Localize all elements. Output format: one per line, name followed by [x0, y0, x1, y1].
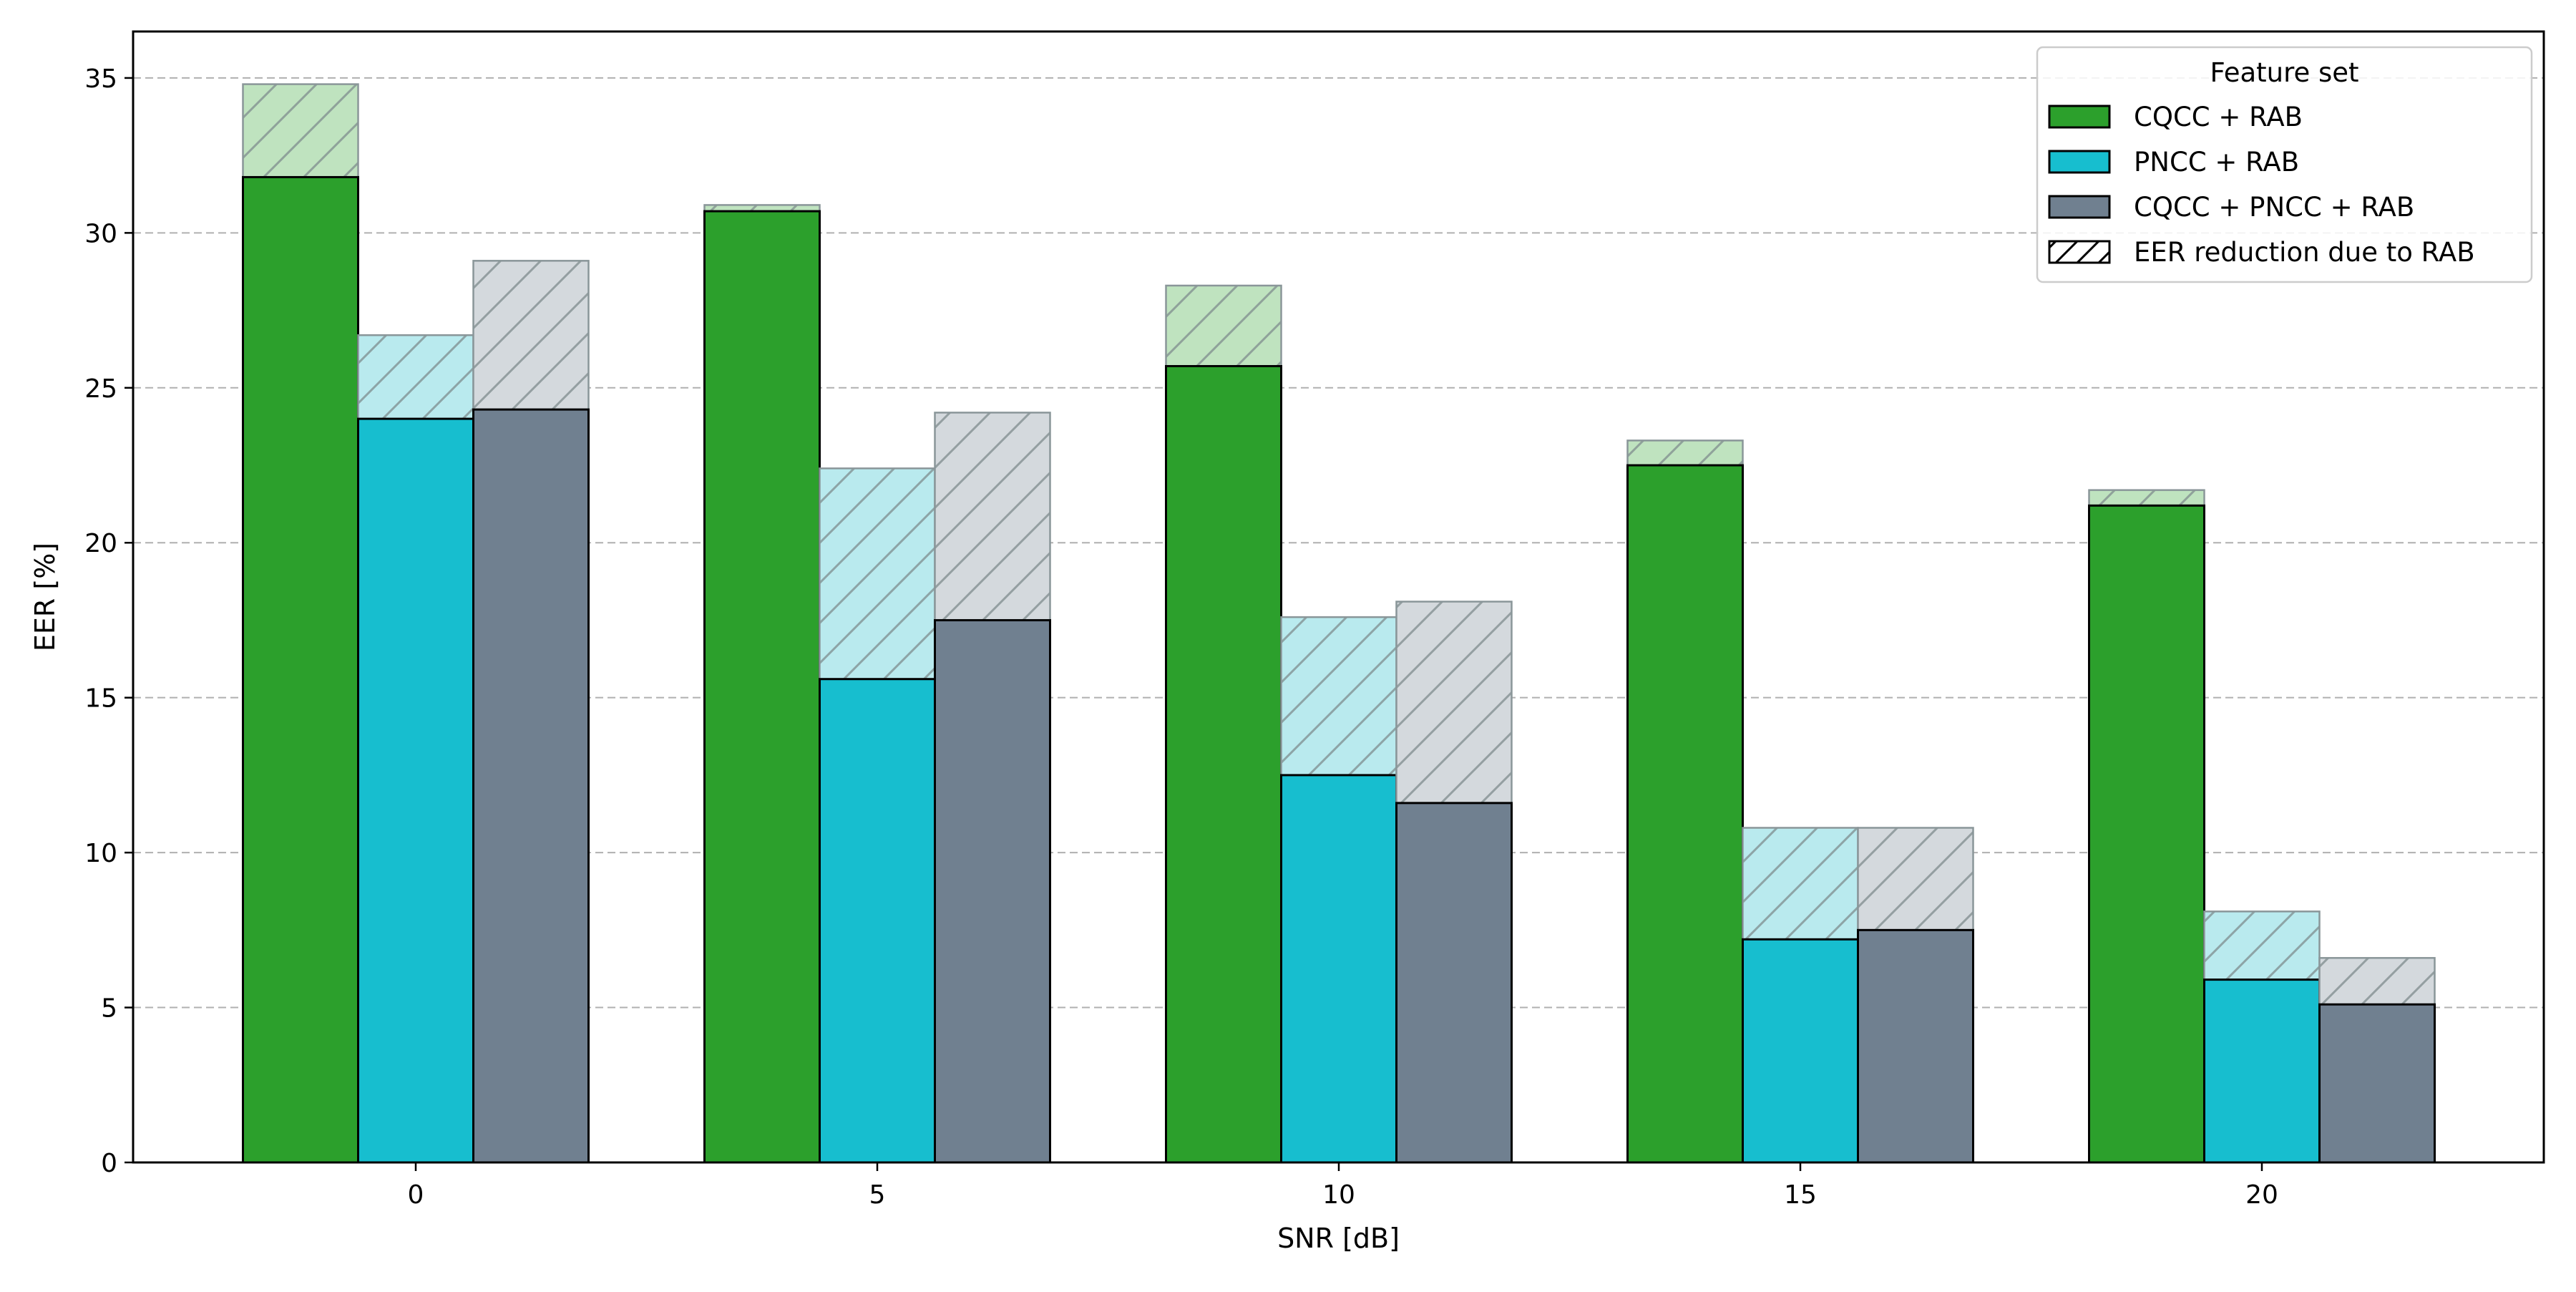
bar: [1857, 928, 1974, 1164]
y-axis-label: EER [%]: [29, 543, 61, 651]
y-axis-ticks: 0 5 10 15 20 25 30 35: [84, 64, 133, 1178]
legend-title: Feature set: [2210, 57, 2358, 88]
x-tick-label: 15: [1784, 1180, 1817, 1210]
legend-swatch: [2048, 195, 2111, 219]
reduction-hatch: [1280, 616, 1397, 777]
legend-swatch: [2048, 150, 2111, 174]
x-tick-label: 5: [869, 1180, 886, 1210]
bar: [703, 210, 821, 1164]
reduction-hatch: [2203, 910, 2321, 981]
y-tick-label: 0: [101, 1149, 117, 1178]
reduction-hatch: [1626, 439, 1744, 467]
legend-label: CQCC + RAB: [2134, 102, 2303, 132]
y-tick-label: 35: [84, 64, 117, 94]
reduction-hatch: [242, 83, 359, 178]
bar: [1395, 802, 1513, 1164]
bar: [2318, 1003, 2436, 1164]
y-tick-label: 10: [84, 839, 117, 868]
y-tick-label: 5: [101, 994, 117, 1024]
bar: [1742, 938, 1859, 1164]
bar-group-5: [703, 204, 1051, 1164]
bar: [1165, 365, 1282, 1164]
legend-swatch: [2048, 105, 2111, 129]
bar-group-10: [1165, 284, 1513, 1164]
reduction-hatch: [2088, 489, 2205, 507]
y-tick-label: 20: [84, 529, 117, 558]
y-tick-label: 25: [84, 374, 117, 404]
bar: [242, 175, 359, 1164]
bars: [242, 83, 2436, 1164]
bar-group-20: [2088, 489, 2436, 1164]
x-tick-label: 10: [1322, 1180, 1355, 1210]
reduction-hatch: [472, 260, 590, 411]
legend-label: CQCC + PNCC + RAB: [2134, 192, 2414, 223]
bar-group-15: [1626, 439, 1974, 1164]
legend-label: EER reduction due to RAB: [2134, 237, 2475, 268]
legend-items: CQCC + RAB PNCC + RAB CQCC + PNCC + RAB EER…: [2048, 102, 2475, 268]
bar: [357, 417, 474, 1164]
legend: Feature set CQCC + RAB PNCC + RAB CQCC + P…: [2036, 46, 2533, 283]
bar: [1280, 774, 1397, 1164]
x-axis-ticks: 0 5 10 15 20: [408, 1162, 2278, 1210]
legend-hatch-swatch: [2048, 240, 2111, 264]
legend-box: [2036, 46, 2533, 283]
bar: [1626, 464, 1744, 1164]
reduction-hatch: [934, 412, 1051, 621]
reduction-hatch: [1742, 827, 1859, 941]
bar: [472, 408, 590, 1164]
reduction-hatch: [2318, 957, 2436, 1006]
reduction-hatch: [819, 467, 936, 680]
reduction-hatch: [1395, 601, 1513, 805]
reduction-hatch: [1857, 827, 1974, 931]
legend-label: PNCC + RAB: [2134, 147, 2299, 178]
x-axis-label: SNR [dB]: [1277, 1223, 1400, 1254]
x-tick-label: 20: [2245, 1180, 2278, 1210]
bar: [819, 678, 936, 1164]
bar-group-0: [242, 83, 590, 1164]
reduction-hatch: [1165, 284, 1282, 367]
reduction-hatch: [357, 334, 474, 420]
bar: [2203, 978, 2321, 1164]
bar: [2088, 504, 2205, 1164]
y-tick-label: 15: [84, 684, 117, 714]
y-tick-label: 30: [84, 219, 117, 248]
x-tick-label: 0: [408, 1180, 424, 1210]
bar: [934, 618, 1051, 1164]
